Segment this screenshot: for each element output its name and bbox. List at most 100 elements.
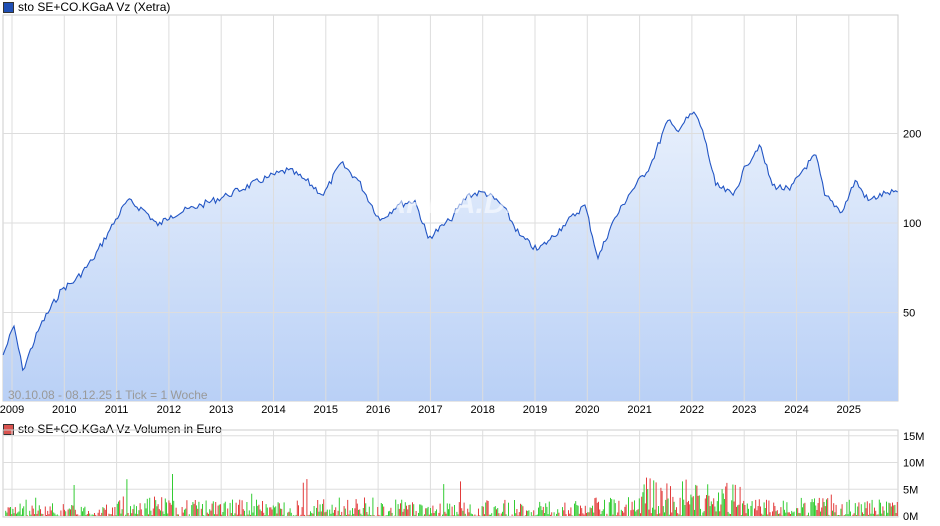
volume-bar (412, 502, 413, 516)
volume-bar (355, 499, 357, 516)
volume-bar (811, 499, 813, 516)
volume-bar (409, 504, 411, 516)
volume-bar (74, 509, 76, 516)
volume-bar (100, 515, 101, 516)
volume-bar (472, 514, 473, 516)
volume-bar (504, 499, 506, 516)
volume-bar (127, 513, 129, 516)
volume-bar (25, 499, 27, 516)
volume-bar (656, 514, 658, 516)
volume-bar (760, 506, 761, 516)
volume-bar (826, 499, 827, 516)
volume-bar (408, 505, 410, 516)
volume-bar (404, 502, 406, 516)
volume-bar (152, 508, 154, 516)
volume-bar (890, 506, 892, 516)
volume-bar (886, 501, 887, 516)
volume-bar (761, 513, 763, 516)
volume-bar (648, 509, 650, 516)
volume-bar (830, 494, 832, 516)
volume-bar (846, 501, 848, 516)
volume-bar (541, 510, 543, 516)
volume-bar (212, 501, 214, 516)
volume-bar (682, 481, 683, 516)
volume-bar (364, 497, 365, 516)
volume-bar (835, 504, 837, 516)
volume-bar (810, 502, 812, 516)
volume-bar (210, 510, 212, 516)
x-tick-label: 2019 (523, 404, 547, 416)
volume-bar (803, 503, 805, 516)
volume-bar (236, 514, 238, 516)
volume-bar (767, 514, 769, 516)
x-tick-label: 2010 (52, 404, 76, 416)
volume-bar (558, 512, 560, 516)
volume-bar (889, 503, 891, 516)
volume-bar (211, 503, 213, 516)
volume-bar (71, 505, 73, 516)
volume-bar (702, 512, 704, 516)
volume-bar (642, 492, 644, 516)
watermark: ARIVA.DE (383, 187, 526, 220)
volume-bar (479, 515, 481, 516)
volume-bar (798, 512, 800, 516)
volume-bar (173, 500, 175, 516)
volume-bar (40, 509, 41, 516)
volume-bar (882, 506, 884, 516)
volume-bar (586, 513, 587, 516)
volume-bar (857, 506, 859, 516)
volume-bar (628, 497, 629, 516)
volume-bar (658, 506, 659, 516)
volume-bar (526, 510, 527, 516)
volume-bar (65, 511, 67, 516)
volume-bar (546, 506, 548, 516)
volume-bar (730, 514, 731, 516)
volume-bar (36, 513, 38, 516)
volume-bar (461, 508, 463, 516)
volume-bar (617, 512, 619, 516)
volume-bar (725, 486, 727, 516)
volume-bar (6, 512, 8, 516)
volume-bar (20, 514, 22, 516)
volume-bar (306, 479, 308, 516)
volume-bar (464, 513, 466, 516)
volume-bar (726, 482, 728, 516)
volume-bar (790, 514, 791, 516)
volume-tick-label: 0M (903, 511, 918, 523)
volume-bar (650, 513, 652, 516)
volume-bar (683, 499, 685, 516)
volume-bar (427, 506, 429, 516)
volume-bar (108, 513, 110, 516)
volume-bar (496, 509, 497, 516)
volume-bar (162, 511, 164, 516)
volume-bar (536, 514, 538, 516)
x-tick-label: 2013 (209, 404, 233, 416)
x-tick-label: 2009 (0, 404, 24, 416)
volume-bar (697, 495, 699, 516)
volume-bar (208, 513, 209, 516)
volume-bar (556, 513, 557, 516)
volume-bar (320, 511, 322, 516)
volume-bar (325, 511, 327, 516)
volume-bar (814, 498, 815, 516)
volume-legend-label: sto SE+CO.KGaA Vz Volumen in Euro (18, 422, 222, 436)
volume-bar (456, 511, 458, 516)
volume-bar (751, 501, 753, 516)
volume-bar (822, 498, 824, 516)
volume-bar (142, 515, 143, 516)
volume-bar (676, 507, 677, 516)
volume-bar (302, 482, 304, 516)
volume-bar (592, 505, 593, 516)
volume-bar (79, 515, 81, 516)
volume-bar (227, 508, 229, 516)
volume-bar (750, 505, 752, 516)
volume-bar (400, 503, 401, 516)
volume-bar (8, 507, 10, 516)
volume-bar (618, 500, 620, 516)
volume-bar (341, 511, 343, 516)
volume-bar (508, 502, 509, 516)
volume-bar (530, 512, 532, 516)
volume-bar (198, 501, 200, 516)
volume-bar (641, 496, 643, 516)
volume-bar (92, 514, 94, 516)
